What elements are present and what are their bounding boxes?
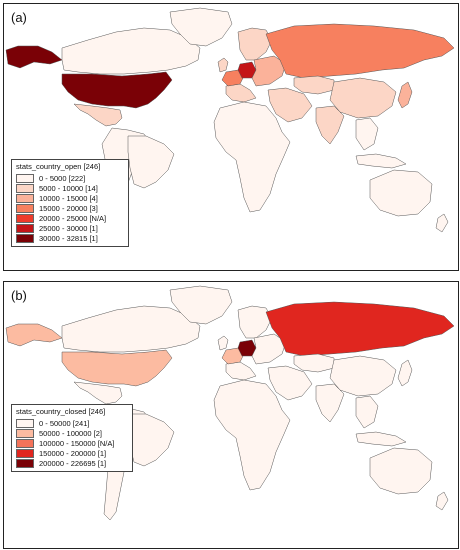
panel-label: (a) [11,10,27,25]
country-new-zealand [435,213,449,233]
legend-swatch [16,428,34,438]
country-scandinavia [237,305,273,339]
country-greenland [169,285,233,325]
country-usa [61,349,173,387]
country-kazakhstan [293,75,335,95]
legend-item: 0 - 50000 [241] [16,418,128,428]
country-east-europe [251,333,287,365]
country-middle-east [267,87,313,123]
country-kazakhstan [293,353,335,373]
legend-swatch [16,418,34,428]
legend-item: 5000 - 10000 [14] [16,183,124,193]
country-east-europe [251,55,287,87]
legend-swatch [16,458,34,468]
legend-label: 15000 - 20000 [3] [39,203,98,213]
country-russia [265,23,455,79]
country-middle-east [267,365,313,401]
legend-swatch [16,448,34,458]
legend-swatch [16,223,34,233]
country-new-zealand [435,491,449,511]
legend-swatch [16,438,34,448]
country-brazil [127,135,175,189]
country-china [329,77,397,119]
country-africa [213,379,291,491]
country-west-europe [225,361,257,381]
country-alaska [5,323,63,347]
legend-label: 20000 - 25000 [N/A] [39,213,107,223]
legend-swatch [16,203,34,213]
legend-swatch [16,173,34,183]
country-china [329,355,397,397]
map-panel-a: (a) stats_country_open [246] 0 - 5000 [2… [3,3,459,271]
world-map [5,7,455,243]
country-india [315,383,345,423]
legend-label: 0 - 5000 [222] [39,173,86,183]
country-canada [61,27,201,75]
legend-label: 10000 - 15000 [4] [39,193,98,203]
country-brazil [127,413,175,467]
legend-label: 150000 - 200000 [1] [39,448,107,458]
country-japan [397,359,413,387]
country-greenland [169,7,233,47]
legend-title: stats_country_closed [246] [16,407,106,416]
country-west-europe [225,83,257,103]
country-japan [397,81,413,109]
legend-label: 25000 - 30000 [1] [39,223,98,233]
legend-item: 100000 - 150000 [N/A] [16,438,128,448]
map-legend: stats_country_open [246] 0 - 5000 [222] … [11,159,129,247]
panel-label: (b) [11,288,27,303]
country-indonesia [355,153,407,169]
country-alaska [5,45,63,69]
country-southeast-asia [355,117,379,151]
country-uk [217,57,229,73]
country-indonesia [355,431,407,447]
legend-swatch [16,213,34,223]
legend-swatch [16,233,34,243]
country-southeast-asia [355,395,379,429]
legend-item: 200000 - 226695 [1] [16,458,128,468]
legend-item: 50000 - 100000 [2] [16,428,128,438]
legend-item: 150000 - 200000 [1] [16,448,128,458]
country-scandinavia [237,27,273,61]
map-legend: stats_country_closed [246] 0 - 50000 [24… [11,404,133,472]
legend-item: 0 - 5000 [222] [16,173,124,183]
country-mexico [73,103,123,127]
country-russia [265,301,455,357]
world-map [5,285,455,521]
country-mexico [73,381,123,405]
legend-label: 30000 - 32815 [1] [39,233,98,243]
legend-label: 50000 - 100000 [2] [39,428,102,438]
legend-item: 20000 - 25000 [N/A] [16,213,124,223]
legend-title: stats_country_open [246] [16,162,101,171]
legend-item: 30000 - 32815 [1] [16,233,124,243]
legend-item: 10000 - 15000 [4] [16,193,124,203]
country-africa [213,101,291,213]
legend-label: 200000 - 226695 [1] [39,458,107,468]
legend-item: 15000 - 20000 [3] [16,203,124,213]
legend-label: 0 - 50000 [241] [39,418,90,428]
country-uk [217,335,229,351]
legend-label: 100000 - 150000 [N/A] [39,438,115,448]
legend-swatch [16,193,34,203]
legend-item: 25000 - 30000 [1] [16,223,124,233]
country-australia [369,447,433,495]
country-canada [61,305,201,353]
legend-swatch [16,183,34,193]
map-panel-b: (b) stats_country_closed [246] 0 - 50000… [3,281,459,549]
country-india [315,105,345,145]
country-australia [369,169,433,217]
country-usa [61,71,173,109]
legend-label: 5000 - 10000 [14] [39,183,98,193]
